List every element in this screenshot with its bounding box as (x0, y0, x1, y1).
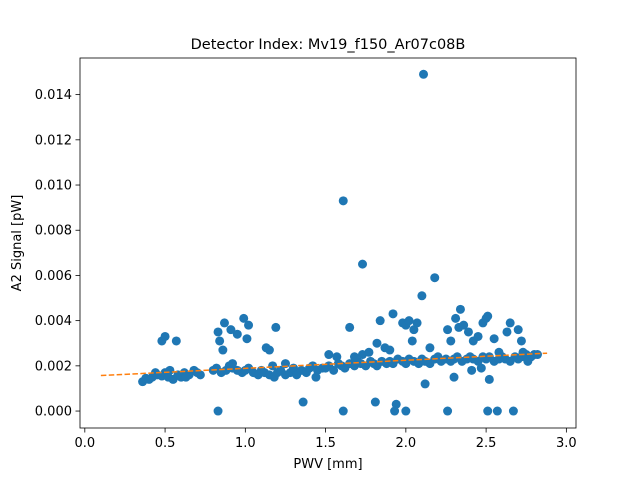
data-point (271, 322, 281, 332)
data-point (492, 406, 502, 416)
data-point (508, 406, 518, 416)
data-point (390, 406, 400, 416)
data-point (372, 338, 382, 348)
data-point (218, 345, 228, 355)
y-tick-label: 0.012 (35, 133, 72, 148)
data-point (332, 352, 342, 362)
data-point (505, 318, 515, 328)
data-point (467, 365, 477, 375)
data-point (358, 259, 368, 269)
y-tick-label: 0.014 (35, 88, 72, 103)
data-point (388, 309, 398, 319)
data-point (489, 334, 499, 344)
data-point (219, 318, 229, 328)
data-point (375, 316, 385, 326)
data-point (484, 374, 494, 384)
data-point (171, 336, 181, 346)
data-point (419, 69, 429, 79)
data-point (232, 329, 242, 339)
data-point (226, 325, 236, 335)
data-point (532, 350, 542, 360)
data-point (449, 372, 459, 382)
data-point (244, 320, 254, 330)
data-point (404, 316, 414, 326)
data-point (409, 325, 419, 335)
data-point (239, 313, 249, 323)
data-point (385, 345, 395, 355)
x-tick-label: 1.5 (315, 436, 336, 451)
data-point (494, 347, 504, 357)
data-point (264, 345, 274, 355)
data-point (227, 359, 237, 369)
y-tick-label: 0.010 (35, 179, 72, 194)
data-point (213, 406, 223, 416)
data-point (391, 399, 401, 409)
data-point (324, 350, 334, 360)
data-point (523, 356, 533, 366)
x-axis: 0.0 0.5 1.0 1.5 2.0 2.5 3.0 (74, 428, 577, 451)
data-point (213, 327, 223, 337)
data-point (242, 334, 252, 344)
data-point (455, 304, 465, 314)
trend-line (100, 352, 548, 377)
data-point (459, 320, 469, 330)
data-point (401, 406, 411, 416)
data-point (443, 325, 453, 335)
data-point (298, 397, 308, 407)
data-point (516, 336, 526, 346)
x-tick-label: 3.0 (556, 436, 577, 451)
data-point (349, 352, 359, 362)
data-point (311, 372, 321, 382)
chart-title: Detector Index: Mv19_f150_Ar07c08B (191, 37, 466, 53)
data-point (443, 406, 453, 416)
data-point (195, 370, 205, 380)
y-tick-label: 0.008 (35, 224, 72, 239)
data-point (165, 365, 175, 375)
data-point (502, 327, 512, 337)
data-point (329, 365, 339, 375)
y-tick-label: 0.004 (35, 314, 72, 329)
data-point (430, 273, 440, 283)
axes-frame (79, 57, 577, 429)
x-tick-label: 2.0 (396, 436, 417, 451)
data-point (483, 406, 493, 416)
x-tick-label: 0.5 (155, 436, 176, 451)
data-point (345, 322, 355, 332)
data-point (518, 347, 528, 357)
data-point (181, 372, 191, 382)
data-point (412, 318, 422, 328)
y-tick-label: 0.000 (35, 405, 72, 420)
y-tick-label: 0.002 (35, 359, 72, 374)
data-point (483, 311, 493, 321)
data-point (476, 363, 486, 373)
x-tick-label: 1.0 (235, 436, 256, 451)
data-point (407, 336, 417, 346)
data-point (150, 368, 160, 378)
data-point (268, 361, 278, 371)
y-axis: 0.000 0.002 0.004 0.006 0.008 0.010 0.012 0.014 (35, 88, 80, 420)
data-point (364, 347, 374, 357)
data-point (417, 291, 427, 301)
data-point (446, 336, 456, 346)
data-point (425, 343, 435, 353)
x-tick-label: 2.5 (476, 436, 497, 451)
data-point (473, 331, 483, 341)
data-point (420, 379, 430, 389)
data-point (370, 397, 380, 407)
data-point (160, 331, 170, 341)
data-point (451, 313, 461, 323)
data-point (513, 325, 523, 335)
x-axis-label: PWV [mm] (293, 457, 362, 472)
y-tick-label: 0.006 (35, 269, 72, 284)
data-point (463, 327, 473, 337)
x-tick-label: 0.0 (74, 436, 95, 451)
data-points (138, 69, 542, 416)
data-point (338, 196, 348, 206)
data-point (338, 406, 348, 416)
data-point (215, 336, 225, 346)
y-axis-label: A2 Signal [pW] (10, 195, 25, 292)
